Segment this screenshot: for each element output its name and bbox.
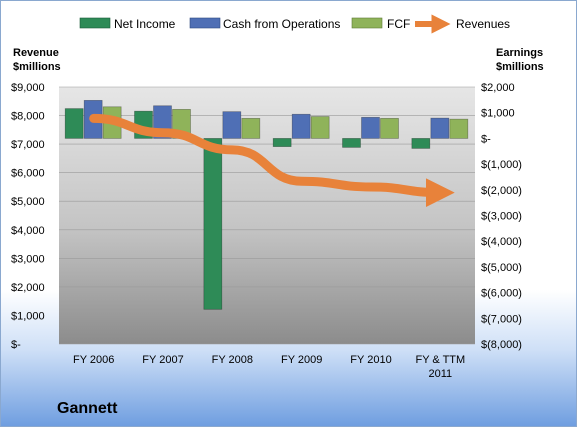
right-tick-label: $- (481, 133, 491, 145)
left-axis-ticks: $- $1,000 $2,000 $3,000 $4,000 $5,000 $6,000 $7… (11, 82, 45, 351)
right-tick-label: $2,000 (481, 82, 515, 94)
bar-net-income (411, 138, 431, 149)
legend-label-cash-from-operations: Cash from Operations (223, 17, 340, 31)
category-label: FY 2010 (350, 354, 391, 366)
left-tick-label: $3,000 (11, 253, 45, 265)
legend-item-net-income: Net Income (79, 17, 176, 31)
right-axis-title-line-2: $millions (496, 61, 544, 73)
left-tick-label: $8,000 (11, 111, 45, 123)
legend-swatch-fcf (351, 17, 383, 29)
category-label: FY 2008 (212, 354, 253, 366)
company-name: Gannett (57, 400, 118, 417)
category-label: FY 2009 (281, 354, 322, 366)
legend-item-cash-from-operations: Cash from Operations (189, 17, 340, 31)
bar-fcf (449, 118, 469, 139)
category-label: FY 2007 (142, 354, 183, 366)
right-tick-label: $(1,000) (481, 159, 522, 171)
right-tick-label: $(4,000) (481, 236, 522, 248)
left-tick-label: $4,000 (11, 225, 45, 237)
category-label: FY 2006 (73, 354, 114, 366)
legend-item-revenues: Revenues (415, 14, 510, 34)
legend-label-fcf: FCF (387, 17, 410, 31)
left-tick-label: $6,000 (11, 168, 45, 180)
left-tick-label: $- (11, 339, 21, 351)
left-tick-label: $5,000 (11, 196, 45, 208)
gridlines (59, 86, 475, 345)
revenue-arrow-line (89, 113, 455, 208)
bar-net-income (64, 108, 84, 139)
right-axis-title: Earnings $millions (496, 47, 544, 73)
legend: Net Income Cash from Operations FCF Reve… (79, 14, 510, 34)
left-tick-label: $1,000 (11, 310, 45, 322)
left-axis-title: Revenue $millions (13, 47, 61, 73)
right-tick-label: $1,000 (481, 108, 515, 120)
left-tick-label: $7,000 (11, 139, 45, 151)
legend-label-net-income: Net Income (114, 17, 176, 31)
category-label: FY & TTM 2011 (415, 354, 465, 380)
left-axis-title-line-1: Revenue (13, 47, 59, 59)
right-tick-label: $(5,000) (481, 262, 522, 274)
right-tick-label: $(3,000) (481, 211, 522, 223)
bar-net-income (342, 138, 361, 148)
right-tick-label: $(6,000) (481, 288, 522, 300)
legend-swatch-cash-from-operations (189, 17, 221, 29)
bar-cash-from-operations (430, 117, 450, 139)
bar-fcf (310, 116, 330, 139)
bar-net-income (203, 138, 223, 310)
right-tick-label: $(8,000) (481, 339, 522, 351)
bar-cash-from-operations (222, 111, 242, 139)
bar-net-income (272, 138, 292, 147)
bar-cash-from-operations (291, 113, 311, 139)
right-tick-label: $(2,000) (481, 185, 522, 197)
legend-item-fcf: FCF (351, 17, 410, 31)
right-axis-ticks: $(8,000) $(7,000) $(6,000) $(5,000) $(4,000)… (481, 82, 522, 351)
bar-cash-from-operations (361, 116, 380, 139)
right-axis-title-line-1: Earnings (496, 47, 543, 59)
legend-swatch-net-income (79, 17, 111, 29)
legend-label-revenues: Revenues (456, 17, 510, 31)
bar-fcf (241, 118, 261, 139)
left-axis-title-line-2: $millions (13, 61, 61, 73)
category-labels: FY 2006 FY 2007 FY 2008 FY 2009 FY 2010 FY & … (73, 354, 465, 380)
right-tick-label: $(7,000) (481, 313, 522, 325)
left-tick-label: $9,000 (11, 82, 45, 94)
bar-fcf (380, 118, 399, 139)
left-tick-label: $2,000 (11, 282, 45, 294)
revenue-series (89, 113, 455, 208)
